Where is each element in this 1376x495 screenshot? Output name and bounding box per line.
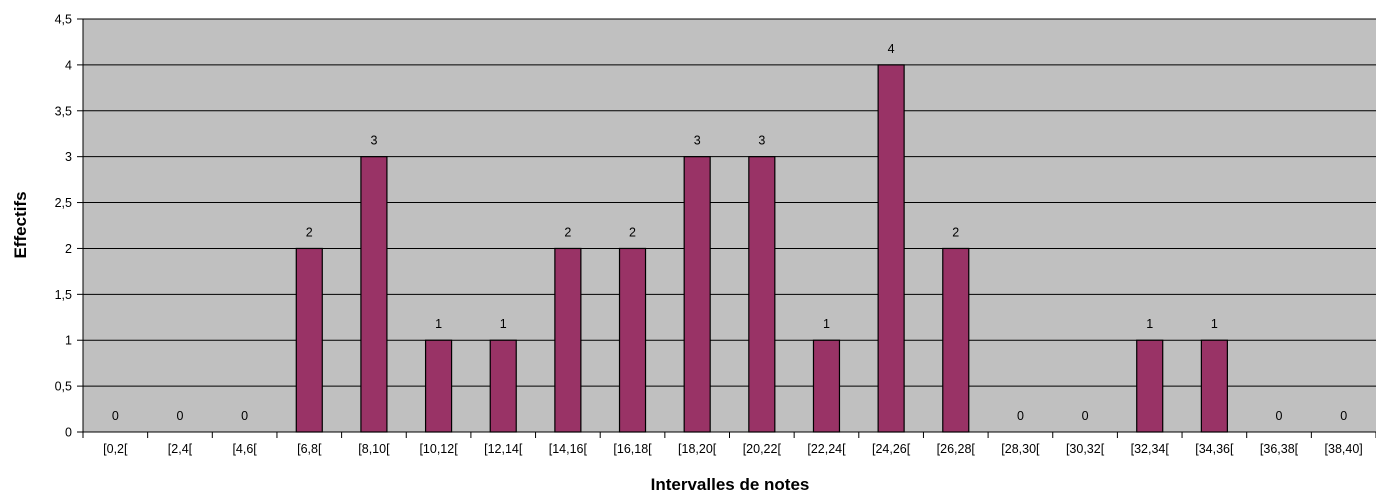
data-label: 0 [112,409,119,423]
x-tick-label: [6,8[ [297,442,322,456]
x-tick-label: [16,18[ [613,442,652,456]
data-label: 4 [888,42,895,56]
data-label: 0 [241,409,248,423]
bar [683,156,711,433]
y-tick-label: 3 [65,150,72,164]
y-tick-label: 3,5 [55,104,72,118]
y-tick-label: 1,5 [55,288,72,302]
data-label: 0 [1276,409,1283,423]
plot-area [83,19,1376,432]
y-axis-title: Effectifs [11,191,30,258]
data-label: 0 [1082,409,1089,423]
data-label: 3 [370,134,377,148]
data-labels: 0 0 0 2 3 1 1 2 2 3 3 1 4 2 0 0 1 1 0 0 [112,42,1347,423]
x-tick-label: [26,28[ [937,442,976,456]
data-label: 1 [500,317,507,331]
data-label: 2 [952,225,959,239]
x-tick-label: [34,36[ [1195,442,1234,456]
bar [942,247,970,433]
bar [1200,339,1228,433]
x-tick-label: [20,22[ [743,442,782,456]
bar [554,247,582,433]
bar [360,156,388,433]
bar [618,247,647,433]
data-label: 0 [1340,409,1347,423]
y-tick-label: 4 [65,58,72,72]
x-tick-label: [24,26[ [872,442,911,456]
bar [748,156,776,433]
y-tick-label: 2,5 [55,196,72,210]
data-label: 3 [758,134,765,148]
bar [424,339,453,433]
data-label: 0 [1017,409,1024,423]
x-tick-label: [0,2[ [103,442,128,456]
y-tick-label: 2 [65,242,72,256]
data-label: 2 [564,225,571,239]
x-tick-label: [10,12[ [419,442,458,456]
bar [489,339,517,433]
x-tick-label: [14,16[ [549,442,588,456]
x-tick-label: [28,30[ [1001,442,1040,456]
x-axis-title: Intervalles de notes [651,475,810,494]
bar [295,247,323,433]
data-label: 1 [1146,317,1153,331]
data-label: 1 [1211,317,1218,331]
x-tick-label: [12,14[ [484,442,523,456]
x-tick-label: [4,6[ [232,442,257,456]
x-tick-label: [22,24[ [807,442,846,456]
bar [1136,339,1164,433]
x-tick-label: [18,20[ [678,442,717,456]
x-tick-label: [30,32[ [1066,442,1105,456]
bars [295,64,1228,433]
axes [77,18,1376,438]
data-label: 3 [694,134,701,148]
bar [877,64,905,433]
data-label: 0 [176,409,183,423]
data-label: 1 [823,317,830,331]
x-tick-label: [2,4[ [168,442,193,456]
x-tick-label: [32,34[ [1131,442,1170,456]
y-tick-labels: 0 0,5 1 1,5 2 2,5 3 3,5 4 4,5 [55,13,72,440]
x-tick-label: [36,38[ [1260,442,1299,456]
x-tick-labels: [0,2[ [2,4[ [4,6[ [6,8[ [8,10[ [10,12[ [12,14[… [103,442,1363,456]
x-tick-label: [8,10[ [358,442,390,456]
x-tick-label: [38,40] [1325,442,1363,456]
y-tick-label: 4,5 [55,13,72,27]
data-label: 2 [629,225,636,239]
data-label: 2 [306,225,313,239]
y-tick-label: 0,5 [55,380,72,394]
y-tick-label: 0 [65,426,72,440]
data-label: 1 [435,317,442,331]
bar [812,339,841,433]
y-tick-label: 1 [65,334,72,348]
